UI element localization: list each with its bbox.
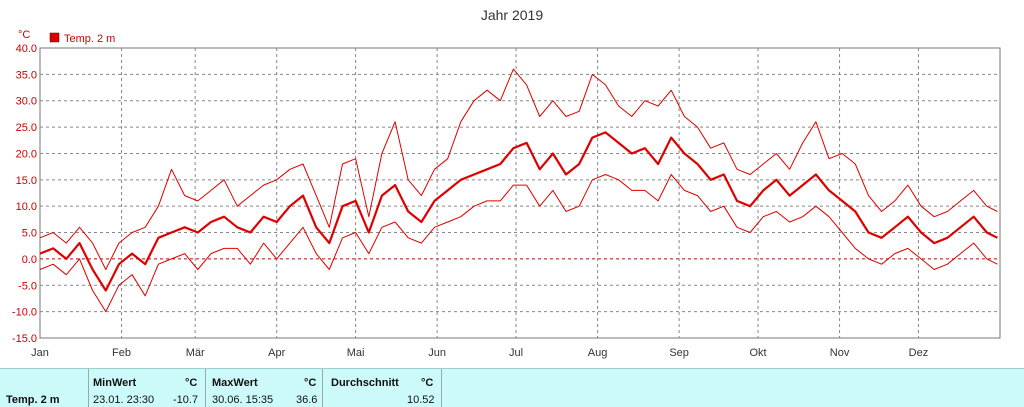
stats-divider [441, 369, 442, 407]
x-tick-label: Aug [588, 347, 608, 359]
stats-divider [205, 369, 206, 407]
series-line-max [39, 68, 998, 270]
y-tick-label: 10.0 [16, 201, 37, 213]
min-date: 23.01. 23:30 [93, 394, 155, 406]
x-tick-label: Sep [669, 347, 689, 359]
y-tick-label: 15.0 [16, 175, 37, 187]
y-tick-label: 40.0 [16, 43, 37, 55]
stats-divider [322, 369, 323, 407]
x-tick-label: Dez [909, 347, 929, 359]
legend-swatch [49, 32, 60, 43]
series-line-min [39, 174, 998, 313]
x-tick-label: Okt [749, 347, 766, 359]
x-tick-label: Jun [428, 347, 446, 359]
y-tick-label: 20.0 [16, 148, 37, 160]
min-value: -10.7 [173, 394, 199, 406]
x-tick-label: Mär [186, 347, 205, 359]
x-tick-label: Nov [830, 347, 850, 359]
y-unit-label: °C [18, 29, 30, 41]
x-tick-label: Jan [31, 347, 49, 359]
temperature-chart: Jahr 2019 °C Temp. 2 m 40.0 35.0 30.0 25.0 2… [12, 7, 1001, 359]
x-tick-label: Apr [268, 347, 285, 359]
stats-panel: Temp. 2 m MinWert °C 23.01. 23:30 -10.7 … [0, 368, 1024, 407]
y-tick-label: -5.0 [18, 280, 37, 292]
y-tick-label: 0.0 [22, 254, 37, 266]
stats-series-label: Temp. 2 m [6, 394, 60, 406]
x-tick-label: Mai [347, 347, 365, 359]
y-tick-label: 35.0 [16, 69, 37, 81]
y-tick-label: 5.0 [22, 228, 37, 240]
min-header: MinWert [93, 377, 137, 389]
y-tick-label: -15.0 [12, 333, 37, 345]
max-date: 30.06. 15:35 [212, 394, 274, 406]
chart-title: Jahr 2019 [481, 7, 543, 23]
y-tick-label: -10.0 [12, 307, 37, 319]
max-header: MaxWert [212, 377, 258, 389]
plot-frame [39, 47, 1001, 339]
min-unit: °C [185, 377, 198, 389]
x-tick-label: Jul [509, 347, 523, 359]
stats-divider [88, 369, 89, 407]
max-value: 36.6 [296, 394, 318, 406]
max-unit: °C [304, 377, 317, 389]
y-tick-label: 25.0 [16, 122, 37, 134]
y-tick-label: 30.0 [16, 96, 37, 108]
plot-area: 40.0 35.0 30.0 25.0 20.0 15.0 10.0 5.0 0.0 -5.0 -1… [12, 43, 1001, 359]
x-tick-label: Feb [112, 347, 131, 359]
series-line-mean [39, 131, 998, 292]
legend-label: Temp. 2 m [64, 33, 115, 45]
avg-header: Durchschnitt [331, 377, 399, 389]
avg-unit: °C [421, 377, 434, 389]
avg-value: 10.52 [407, 394, 435, 406]
